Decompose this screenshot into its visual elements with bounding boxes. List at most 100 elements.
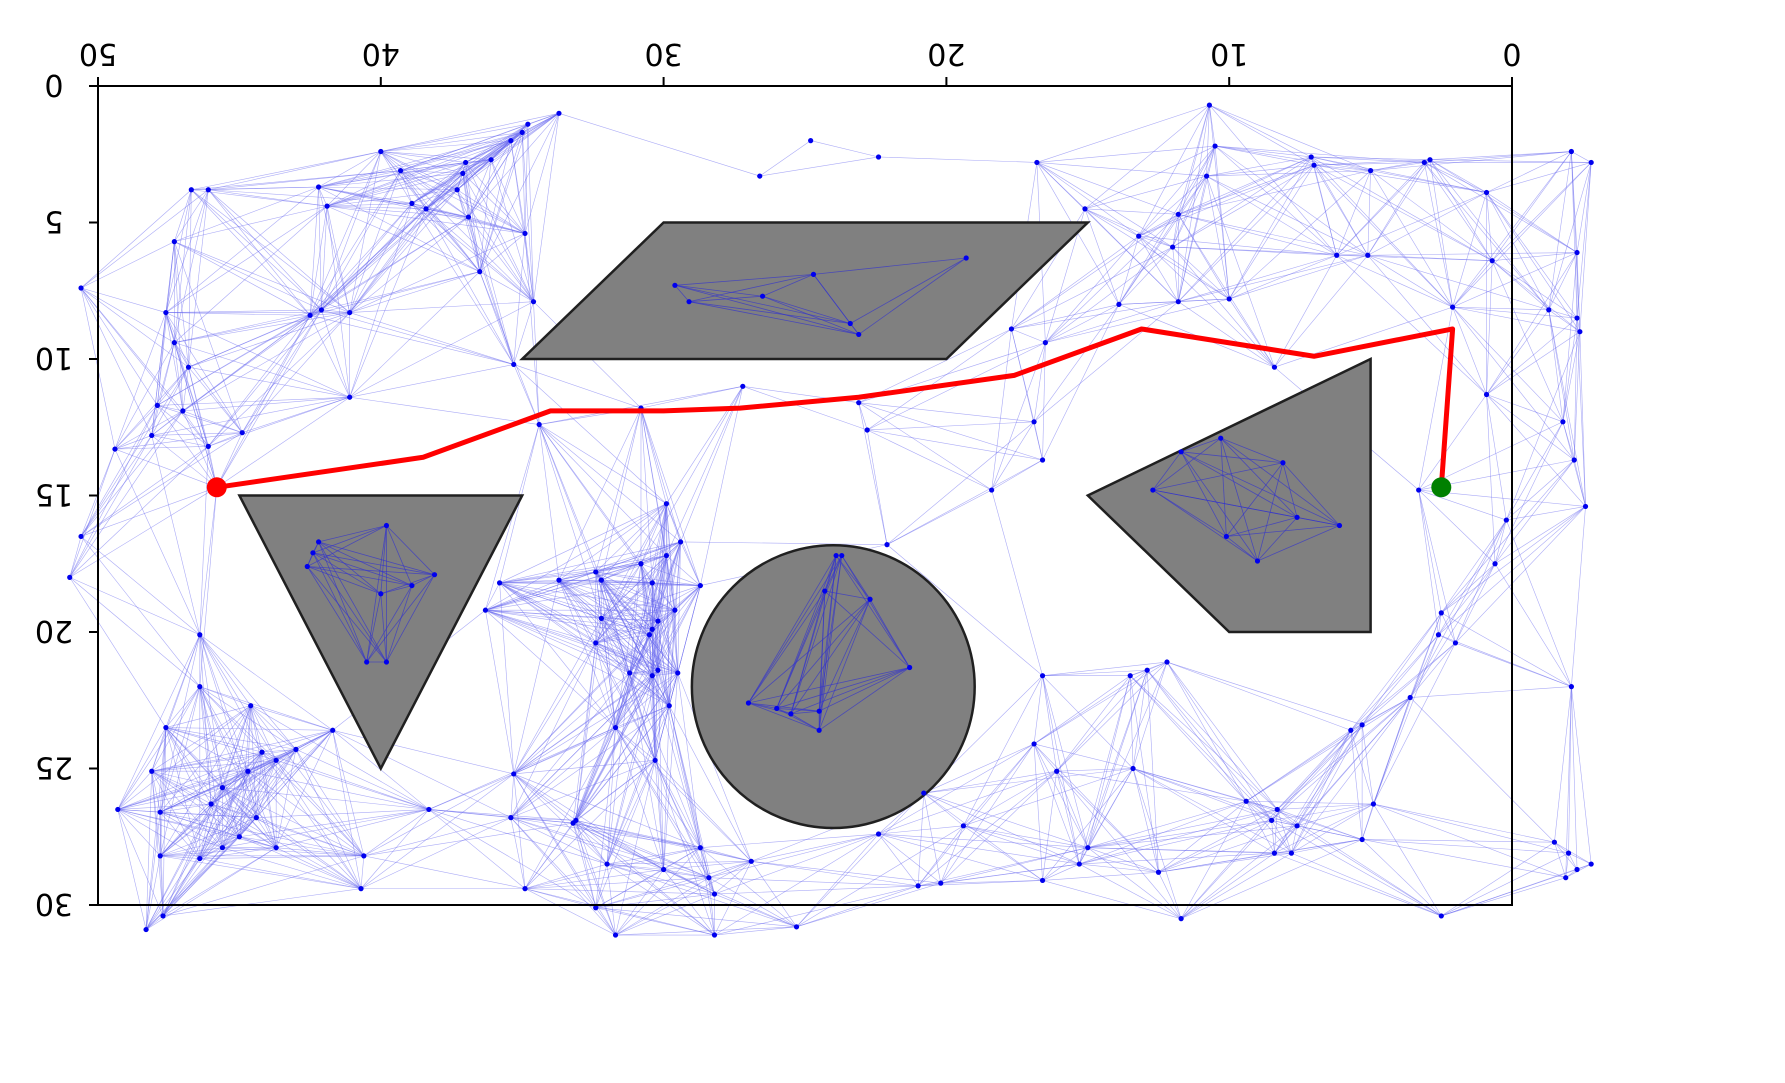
roadmap-edge — [1246, 724, 1363, 802]
roadmap-edge — [1367, 192, 1487, 256]
roadmap-edge — [327, 205, 469, 218]
roadmap-edge — [1138, 156, 1312, 237]
roadmap-node — [652, 757, 658, 763]
roadmap-edge — [595, 861, 752, 909]
roadmap-node — [839, 552, 845, 559]
roadmap-node — [1144, 667, 1150, 673]
roadmap-edge — [174, 342, 184, 411]
x-tick-label: 40 — [362, 36, 400, 71]
roadmap-edge — [1274, 809, 1278, 854]
roadmap-edge — [601, 618, 670, 706]
roadmap-edge — [499, 579, 559, 584]
roadmap-edge — [462, 173, 526, 234]
roadmap-node — [1155, 869, 1162, 875]
roadmap-edge — [1296, 724, 1363, 826]
roadmap-edge — [751, 861, 797, 928]
roadmap-node — [205, 443, 211, 449]
roadmap-edge — [208, 151, 381, 191]
obstacle-roadmap-edge — [813, 257, 967, 275]
roadmap-edge — [151, 771, 201, 859]
roadmap-edge — [1350, 730, 1363, 840]
roadmap-edge — [1548, 151, 1572, 310]
roadmap-edge — [160, 771, 249, 857]
roadmap-edge — [208, 432, 243, 447]
roadmap-edge — [159, 811, 201, 859]
roadmap-edge — [878, 743, 1035, 835]
roadmap-edge — [1172, 164, 1315, 248]
obstacle-roadmap-edge — [790, 667, 910, 715]
roadmap-edge — [380, 151, 481, 272]
roadmap-edge — [1486, 394, 1496, 564]
obstacle-roadmap-edge — [1282, 462, 1340, 526]
roadmap-edge — [114, 342, 175, 450]
roadmap-edge — [1209, 104, 1312, 158]
roadmap-node — [1568, 148, 1574, 155]
roadmap-edge — [117, 749, 297, 810]
roadmap-edge — [666, 386, 744, 556]
roadmap-node — [197, 684, 203, 690]
obstacle-roadmap-edge — [380, 585, 413, 595]
roadmap-edge — [162, 836, 240, 917]
roadmap-edge — [462, 173, 515, 365]
roadmap-edge — [572, 672, 678, 824]
roadmap-edge — [380, 151, 492, 161]
roadmap-edge — [1361, 642, 1456, 726]
roadmap-edge — [1548, 309, 1578, 319]
roadmap-edge — [318, 151, 381, 188]
roadmap-edge — [145, 858, 201, 930]
roadmap-edge — [595, 642, 659, 671]
roadmap-node — [361, 853, 367, 859]
roadmap-edge — [1291, 825, 1298, 854]
obstacle-roadmap-edge — [869, 599, 910, 668]
roadmap-edge — [1418, 489, 1442, 613]
roadmap-edge — [1367, 252, 1578, 256]
roadmap-edge — [326, 206, 350, 313]
roadmap-edge — [499, 555, 667, 584]
roadmap-edge — [499, 582, 596, 644]
roadmap-edge — [615, 675, 653, 728]
roadmap-edge — [1361, 803, 1374, 840]
roadmap-edge — [510, 817, 701, 848]
roadmap-edge — [1246, 800, 1298, 827]
roadmap-node — [1574, 866, 1580, 873]
roadmap-edge — [1418, 489, 1496, 564]
roadmap-edge — [657, 621, 670, 706]
roadmap-edge — [256, 817, 362, 889]
roadmap-node — [711, 891, 718, 897]
roadmap-node — [496, 580, 503, 586]
roadmap-edge — [349, 216, 469, 313]
roadmap-node — [236, 834, 242, 840]
planned-path — [206, 326, 1456, 498]
roadmap-edge — [380, 151, 401, 171]
roadmap-edge — [878, 833, 1043, 881]
roadmap-edge — [250, 705, 365, 857]
roadmap-node — [697, 582, 703, 589]
roadmap-edge — [159, 727, 167, 813]
roadmap-edge — [1409, 697, 1555, 843]
roadmap-edge — [210, 803, 223, 848]
roadmap-edge — [1441, 506, 1586, 614]
roadmap-edge — [499, 582, 630, 674]
obstacle-roadmap-edge — [1152, 462, 1284, 491]
roadmap-edge — [1573, 331, 1581, 461]
roadmap-edge — [1246, 697, 1411, 802]
roadmap-edge — [363, 773, 514, 857]
roadmap-node — [1551, 839, 1558, 845]
roadmap-edge — [1084, 208, 1179, 302]
roadmap-edge — [318, 132, 523, 188]
roadmap-edge — [199, 686, 263, 753]
roadmap-edge — [157, 405, 218, 488]
roadmap-node — [1308, 154, 1314, 160]
roadmap-edge — [199, 487, 218, 687]
roadmap-edge — [80, 432, 243, 537]
roadmap-edge — [601, 618, 678, 674]
roadmap-edge — [157, 367, 189, 406]
roadmap-edge — [1206, 176, 1230, 299]
roadmap-node — [426, 806, 432, 813]
roadmap-edge — [499, 582, 602, 619]
roadmap-edge — [595, 618, 602, 643]
roadmap-edge — [524, 124, 529, 234]
roadmap-edge — [708, 861, 752, 878]
roadmap-edge — [332, 730, 365, 856]
roadmap-edge — [1452, 162, 1592, 308]
